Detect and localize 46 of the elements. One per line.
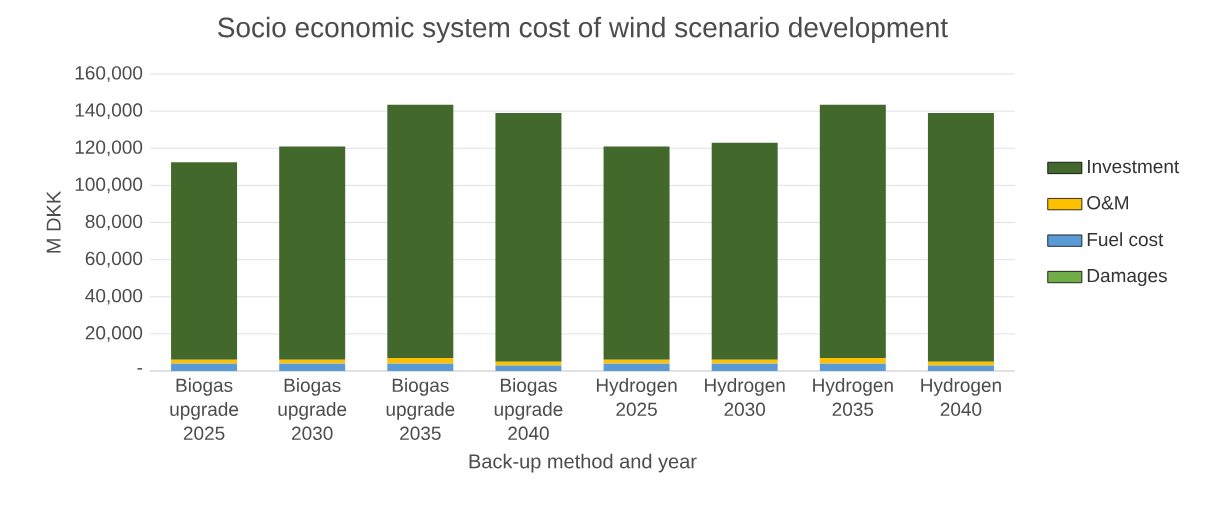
legend-label: Damages <box>1087 269 1167 287</box>
x-tick-label: Hydrogen 2030 <box>705 378 785 417</box>
bar <box>603 146 670 360</box>
x-tick-label: Hydrogen 2025 <box>596 378 677 417</box>
bar <box>171 359 238 364</box>
y-axis-title: M DKK <box>46 191 61 253</box>
bar <box>819 363 886 371</box>
bar <box>171 162 238 360</box>
bar <box>171 363 238 371</box>
x-axis-title: Back-up method and year <box>469 453 697 473</box>
y-tick-label: 60,000 <box>85 251 143 268</box>
x-tick-label: Biogas upgrade 2040 <box>494 378 563 441</box>
bar <box>711 142 778 360</box>
x-tick-label: Biogas upgrade 2035 <box>386 378 455 441</box>
bar <box>927 112 994 362</box>
y-tick-label: 160,000 <box>75 66 143 82</box>
bar <box>495 365 562 371</box>
bar <box>927 365 994 371</box>
legend-label: Investment <box>1088 159 1180 174</box>
bar <box>495 112 562 362</box>
legend-label: O&M <box>1087 195 1129 210</box>
y-tick-label: 40,000 <box>85 288 143 305</box>
chart-title: Socio economic system cost of wind scenario development <box>218 16 948 43</box>
bar <box>603 359 670 364</box>
bar <box>711 363 778 371</box>
bar <box>279 363 346 371</box>
y-tick-label: 120,000 <box>75 140 143 157</box>
x-tick-label: Hydrogen 2035 <box>813 378 893 417</box>
bar <box>603 363 670 371</box>
bar <box>387 358 454 364</box>
bar <box>387 363 454 371</box>
bar <box>279 359 346 364</box>
legend-label: Fuel cost <box>1087 232 1164 247</box>
y-tick-label: 100,000 <box>75 177 143 194</box>
bar <box>819 358 886 364</box>
x-tick-label: Biogas upgrade 2025 <box>170 378 239 441</box>
y-tick-label: 20,000 <box>85 326 143 342</box>
bar <box>819 104 886 358</box>
bar <box>711 359 778 364</box>
bar <box>279 146 346 360</box>
y-tick-label: - <box>137 368 143 370</box>
x-tick-label: Biogas upgrade 2030 <box>278 378 347 441</box>
x-tick-label: Hydrogen 2040 <box>921 378 1001 417</box>
y-tick-label: 80,000 <box>85 214 143 231</box>
y-tick-label: 140,000 <box>75 103 143 119</box>
bar <box>387 104 454 358</box>
